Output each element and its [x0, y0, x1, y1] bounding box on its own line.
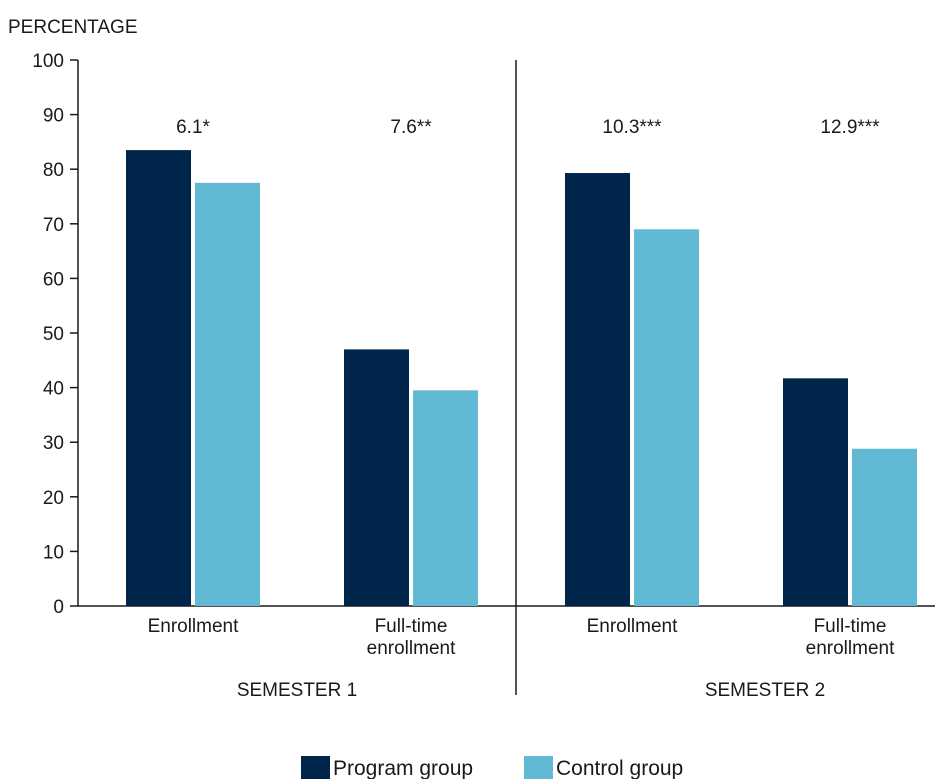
y-tick-label: 90: [43, 106, 64, 127]
y-axis-title: PERCENTAGE: [8, 17, 138, 38]
control-group-swatch: [524, 756, 553, 779]
y-tick-label: 20: [43, 488, 64, 509]
y-tick-label: 60: [43, 269, 64, 290]
impact-annotation: 12.9***: [820, 117, 880, 138]
bars: [126, 150, 917, 606]
category-label: Full-time: [375, 616, 448, 637]
y-tick-label: 0: [53, 597, 64, 618]
category-label: enrollment: [806, 638, 895, 659]
impact-annotation: 7.6**: [390, 117, 432, 138]
control-group-bar: [634, 229, 699, 606]
program-group-bar: [344, 349, 409, 606]
group-labels: SEMESTER 1 SEMESTER 2: [237, 680, 825, 701]
impact-annotation: 6.1*: [176, 117, 210, 138]
legend: Program group Control group: [301, 756, 683, 779]
y-tick-label: 40: [43, 379, 64, 400]
control-group-bar: [852, 448, 917, 606]
y-tick-label: 30: [43, 433, 64, 454]
annotations: 6.1* 7.6** 10.3*** 12.9***: [176, 117, 880, 138]
semester-label: SEMESTER 2: [705, 680, 825, 701]
y-axis: 0 10 20 30 40 50 60 70 80 90 100: [32, 51, 79, 618]
category-label: Full-time: [814, 616, 887, 637]
y-tick-label: 70: [43, 215, 64, 236]
control-group-bar: [195, 182, 260, 606]
category-label: Enrollment: [148, 616, 240, 637]
program-group-swatch: [301, 756, 330, 779]
program-group-bar: [565, 173, 630, 606]
y-tick-label: 10: [43, 542, 64, 563]
category-label: enrollment: [367, 638, 456, 659]
y-tick-label: 80: [43, 160, 64, 181]
impact-annotation: 10.3***: [602, 117, 662, 138]
semester-label: SEMESTER 1: [237, 680, 357, 701]
program-group-bar: [783, 378, 848, 606]
y-tick-label: 50: [43, 324, 64, 345]
control-group-bar: [413, 390, 478, 606]
y-tick-label: 100: [32, 51, 64, 72]
program-group-bar: [126, 150, 191, 606]
legend-label: Program group: [333, 757, 473, 779]
legend-label: Control group: [556, 757, 683, 779]
category-label: Enrollment: [587, 616, 679, 637]
